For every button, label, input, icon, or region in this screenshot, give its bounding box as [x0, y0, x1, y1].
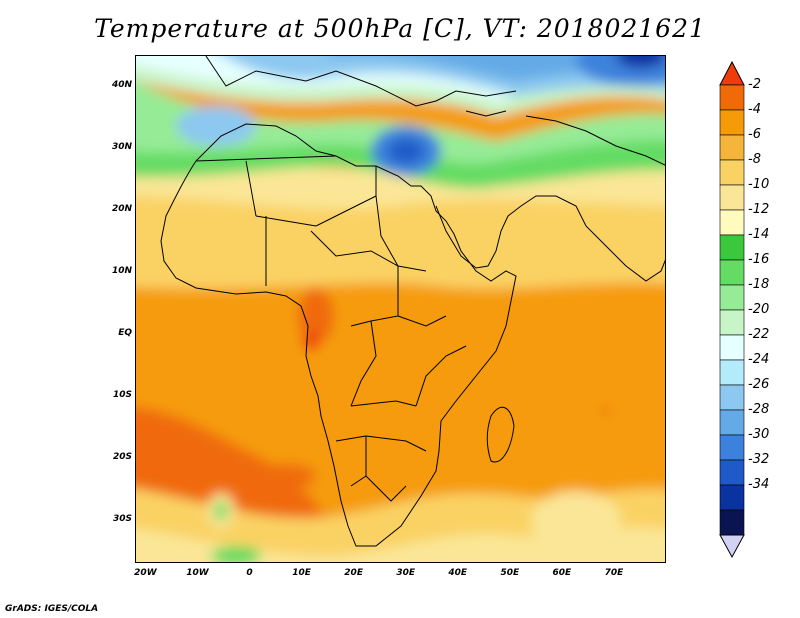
colorbar-segment — [719, 84, 745, 111]
lon-tick-label: 60E — [552, 568, 572, 578]
colorbar-segment — [719, 159, 745, 186]
lon-tick-label: 20E — [344, 568, 363, 578]
lon-tick-label: 30E — [396, 568, 416, 578]
colorbar-level-label: -22 — [748, 327, 770, 342]
colorbar-level-label: -28 — [748, 402, 770, 417]
colorbar-level-label: -30 — [748, 427, 770, 442]
colorbar-segment — [719, 309, 745, 336]
colorbar-level-label: -20 — [748, 302, 770, 317]
lat-tick-label: 10S — [112, 389, 132, 400]
colorbar-segment — [719, 334, 745, 361]
lon-tick-label: 20W — [134, 568, 157, 578]
lon-tick-label: 40E — [448, 568, 468, 578]
colorbar-level-label: -18 — [748, 277, 770, 292]
colorbar-level-label: -12 — [748, 202, 770, 217]
lat-tick-label: 40N — [111, 79, 132, 90]
colorbar-segment — [719, 359, 745, 386]
colorbar-segment — [719, 434, 745, 461]
colorbar-segment — [719, 284, 745, 311]
colorbar-segment — [719, 109, 745, 136]
lon-tick-label: 10W — [186, 568, 209, 578]
lat-tick-label: 20N — [111, 203, 132, 214]
footer-credit: GrADS: IGES/COLA — [5, 604, 99, 614]
colorbar-level-label: -10 — [748, 177, 770, 192]
colorbar — [719, 60, 745, 559]
colorbar-top-arrow — [719, 60, 745, 86]
temperature-field — [136, 56, 665, 562]
lat-tick-label: 20S — [112, 451, 132, 462]
coastlines — [160, 56, 665, 547]
colorbar-level-label: -16 — [748, 252, 770, 267]
colorbar-level-label: -8 — [748, 152, 761, 167]
colorbar-segment — [719, 384, 745, 411]
colorbar-segment — [719, 459, 745, 486]
map-title: Temperature at 500hPa [C], VT: 201802162… — [94, 14, 706, 43]
lat-tick-label: 30N — [111, 141, 132, 152]
lon-tick-label: 70E — [604, 568, 624, 578]
colorbar-level-label: -4 — [748, 102, 761, 117]
colorbar-level-label: -14 — [748, 227, 770, 242]
lon-tick-label: 50E — [500, 568, 520, 578]
colorbar-level-label: -34 — [748, 477, 770, 492]
colorbar-segment — [719, 509, 745, 536]
colorbar-segment — [719, 259, 745, 286]
lat-tick-label: 10N — [111, 265, 132, 276]
lat-tick-label: 30S — [112, 513, 132, 524]
colorbar-level-label: -6 — [748, 127, 761, 142]
lon-tick-label: 10E — [292, 568, 311, 578]
colorbar-segment — [719, 409, 745, 436]
map-canvas — [136, 56, 665, 562]
colorbar-segment — [719, 234, 745, 261]
colorbar-level-label: -2 — [748, 77, 761, 92]
colorbar-level-label: -32 — [748, 452, 770, 467]
colorbar-level-label: -24 — [748, 352, 770, 367]
colorbar-bottom-arrow — [719, 534, 745, 559]
temperature-map — [135, 55, 666, 563]
colorbar-segment — [719, 184, 745, 211]
colorbar-segment — [719, 209, 745, 236]
colorbar-level-label: -26 — [748, 377, 770, 392]
colorbar-segment — [719, 484, 745, 511]
lat-tick-label: EQ — [118, 327, 132, 338]
colorbar-segment — [719, 134, 745, 161]
lon-tick-label: 0 — [246, 568, 253, 578]
